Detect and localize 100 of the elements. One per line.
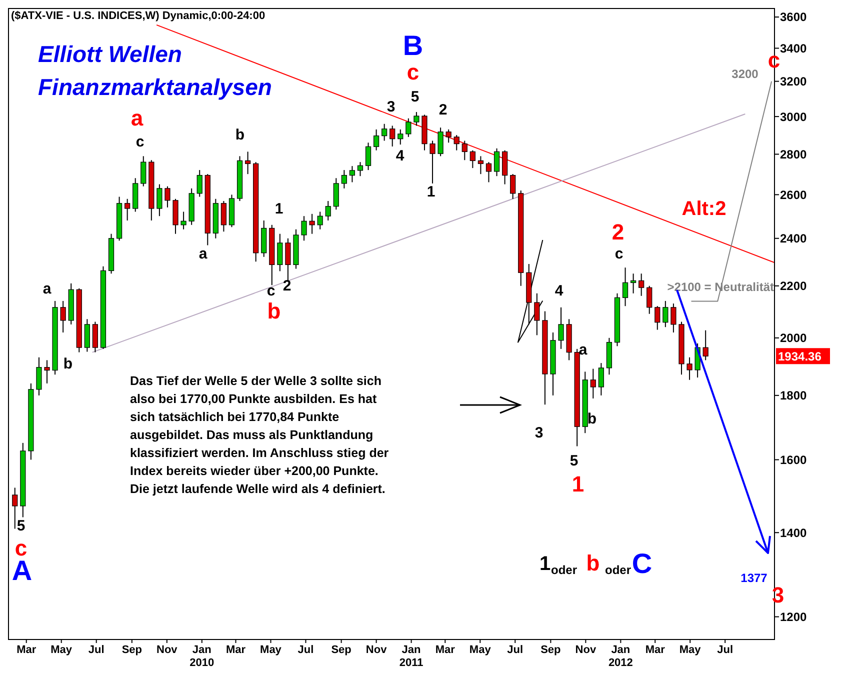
candlestick: [60, 300, 66, 333]
annotation: 3200: [732, 67, 759, 82]
annotation: 1: [572, 472, 584, 497]
candlestick: [662, 300, 668, 328]
x-tick-label: Nov: [156, 644, 178, 656]
candlestick: [325, 200, 331, 221]
candlestick: [534, 292, 540, 336]
candlestick: [341, 170, 347, 189]
candlestick: [196, 170, 202, 198]
annotation: a: [130, 106, 144, 131]
candlestick: [454, 134, 460, 151]
candlestick: [446, 128, 452, 144]
annotation: C: [632, 548, 652, 579]
candlestick: [462, 140, 468, 161]
x-tick-label: Jan 2010: [190, 644, 214, 669]
annotation: 4: [396, 147, 405, 164]
x-tick-label: May: [469, 644, 492, 656]
y-tick-label: 3200: [780, 74, 808, 89]
candlestick: [478, 156, 484, 175]
annotation: 3: [386, 98, 396, 116]
x-tick-label: Sep: [122, 644, 142, 656]
annotation: c: [614, 245, 624, 262]
candlestick: [309, 213, 315, 234]
candlestick: [622, 267, 628, 307]
candlestick: [124, 198, 130, 221]
text: 1934.36: [778, 349, 822, 364]
candlestick: [702, 330, 708, 361]
candlestick: [220, 200, 226, 232]
candlestick: [438, 127, 444, 157]
chart-subtitle: ($ATX-VIE - U.S. INDICES,W) Dynamic,0:00-24:00: [11, 10, 266, 22]
annotation: 5: [16, 517, 26, 534]
x-tick-label: Mar: [435, 644, 456, 656]
x-tick-label: Jan 2012: [608, 644, 633, 669]
candlestick: [277, 233, 283, 272]
candlestick: [486, 162, 492, 183]
annotation: 1: [426, 183, 436, 200]
x-tick-label: Mar: [16, 644, 37, 656]
candlestick: [398, 128, 404, 146]
candlestick: [180, 211, 186, 230]
x-tick-label: Jul: [717, 644, 734, 656]
y-tick-label: 1600: [780, 452, 808, 467]
x-tick-label: Jan 2011: [399, 644, 424, 669]
candlestick: [430, 140, 436, 184]
x-tick-label: Sep: [540, 644, 562, 656]
annotation: oder: [604, 563, 632, 578]
annotation: c: [266, 282, 276, 300]
annotation: 4: [554, 282, 564, 300]
y-tick-label: 1800: [780, 388, 808, 403]
y-tick-label: 2200: [780, 279, 808, 294]
candlestick: [558, 306, 564, 350]
candlestick: [140, 156, 146, 187]
x-tick-label: Nov: [575, 644, 597, 656]
candlestick: [590, 368, 596, 399]
annotation: 2: [612, 220, 624, 245]
y-tick-label: 2600: [780, 188, 808, 202]
y-tick-label: 3600: [780, 10, 808, 24]
annotation: b: [586, 550, 600, 576]
candlestick: [44, 360, 50, 384]
annotation: b: [235, 126, 245, 144]
text: Elliott Wellen Finanzmarktanalysen: [38, 41, 272, 100]
y-tick-label: 3000: [780, 110, 808, 124]
candlestick: [654, 306, 660, 330]
annotation: c: [406, 60, 420, 85]
candlestick: [502, 150, 508, 185]
annotation: 2: [282, 277, 292, 294]
annotation: 2: [438, 101, 448, 118]
x-tick-label: Jul: [88, 644, 104, 656]
candlestick: [470, 150, 476, 169]
candlestick: [244, 151, 251, 175]
candlestick: [92, 321, 98, 353]
y-tick-label: 1200: [780, 610, 808, 624]
candlestick: [382, 123, 388, 142]
annotation: a: [198, 245, 208, 262]
candlestick: [12, 487, 18, 530]
annotation: Das Tief der Welle 5 der Welle 3 sollte sich also bei 1770,00 Punkte ausbilden. Es hat sich tatsächlich bei 1770,84 Punkte ausgebildet. Das muss als Punktlandung klassifiziert werden. Im Anschluss stieg der Index bereits wieder über +200,00 Punkte. Die jetzt laufende Welle wird als 4 definiert.: [130, 374, 389, 496]
candlestick: [349, 166, 356, 183]
candlestick: [390, 125, 396, 147]
candlestick: [333, 178, 339, 210]
x-tick-label: Mar: [226, 644, 246, 656]
annotation: a: [578, 341, 588, 358]
annotation: 1377: [740, 571, 768, 586]
candlestick: [301, 216, 307, 242]
candlestick: [365, 142, 372, 171]
candlestick: [357, 162, 364, 177]
candlestick: [670, 303, 676, 333]
annotation: a: [42, 280, 52, 298]
x-tick-label: Nov: [366, 644, 388, 656]
candlestick: [84, 318, 90, 352]
annotation: oder: [550, 563, 578, 578]
candlestick: [598, 362, 604, 396]
x-tick-label: May: [679, 644, 702, 656]
x-tick-label: May: [260, 644, 282, 656]
candlestick: [36, 356, 42, 396]
candlestick: [156, 184, 162, 217]
annotation: 1: [274, 200, 284, 218]
candlestick: [510, 174, 516, 200]
annotation: b: [63, 355, 73, 372]
y-tick-label: 3400: [780, 41, 808, 56]
annotation: B: [402, 30, 424, 61]
candlestick: [317, 211, 323, 230]
